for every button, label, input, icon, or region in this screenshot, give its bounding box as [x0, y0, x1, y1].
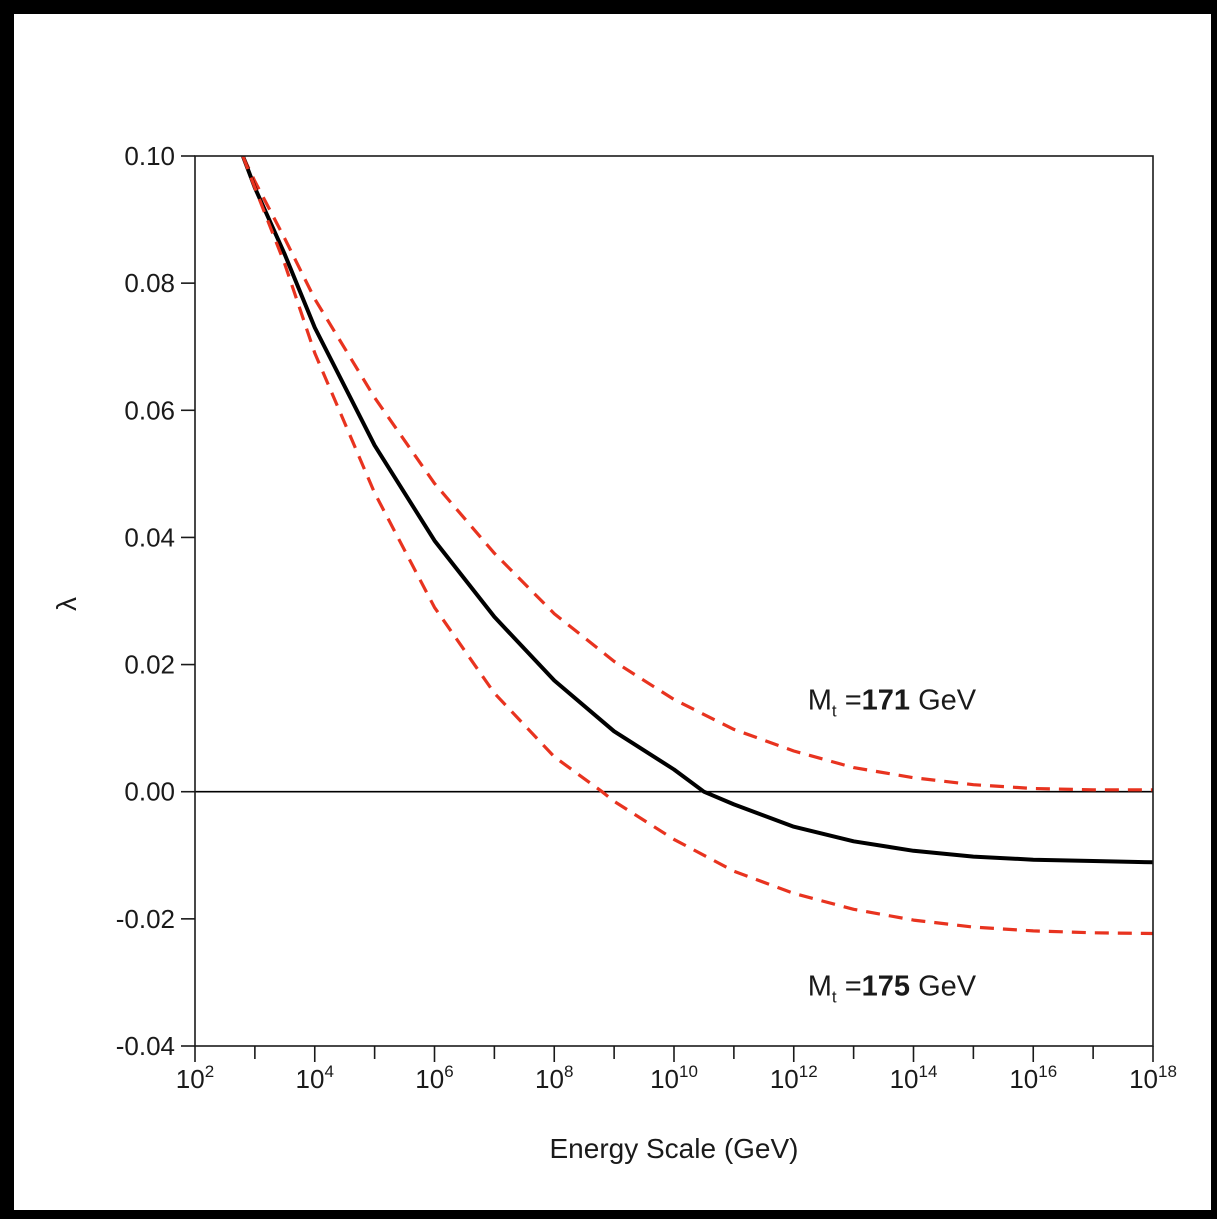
series-layer [195, 156, 1153, 936]
x-tick-label: 1014 [890, 1062, 938, 1094]
y-tick-label: 0.02 [124, 650, 175, 680]
x-tick-label: 106 [415, 1062, 453, 1094]
y-tick-label: 0.00 [124, 777, 175, 807]
y-tick-label: -0.02 [116, 904, 175, 934]
y-axis-title: λ [51, 597, 82, 611]
y-tick-label: 0.10 [124, 141, 175, 171]
x-axis-title: Energy Scale (GeV) [550, 1133, 799, 1164]
figure-frame: 0.10 0.08 0.06 0.04 0.02 0.00 -0.02 -0.04 102 10… [14, 14, 1211, 1210]
x-tick-label: 104 [296, 1062, 334, 1094]
mass-label-175: Mt =175 GeV [808, 971, 977, 1007]
plot-area [195, 156, 1153, 1046]
y-tick-label: 0.08 [124, 268, 175, 298]
x-axis: 102 104 106 108 1010 1012 1014 1016 1018 [176, 1046, 1177, 1094]
x-tick-label: 1018 [1129, 1062, 1177, 1094]
x-tick-label: 108 [535, 1062, 573, 1094]
x-tick-label: 1016 [1009, 1062, 1057, 1094]
energy-scale-chart: 0.100.080.060.040.020.00-0.02-0.04 102 10… [51, 141, 1177, 1164]
y-tick-label: -0.04 [116, 1031, 175, 1061]
y-tick-label: 0.04 [124, 522, 175, 552]
mass-label-171: Mt =171 GeV [808, 685, 977, 721]
x-tick-label: 102 [176, 1062, 214, 1094]
series-line-1 [241, 156, 1153, 792]
y-axis: 0.10 0.08 0.06 0.04 0.02 0.00 -0.02 -0.04 [116, 141, 195, 1061]
annotations: Mt =171 GeV Mt =175 GeV [808, 685, 977, 1007]
series-line-3 [241, 156, 1153, 936]
x-tick-label: 1010 [650, 1062, 698, 1094]
series-line-2 [241, 156, 1153, 865]
x-tick-label: 1012 [770, 1062, 818, 1094]
y-tick-label: 0.06 [124, 395, 175, 425]
